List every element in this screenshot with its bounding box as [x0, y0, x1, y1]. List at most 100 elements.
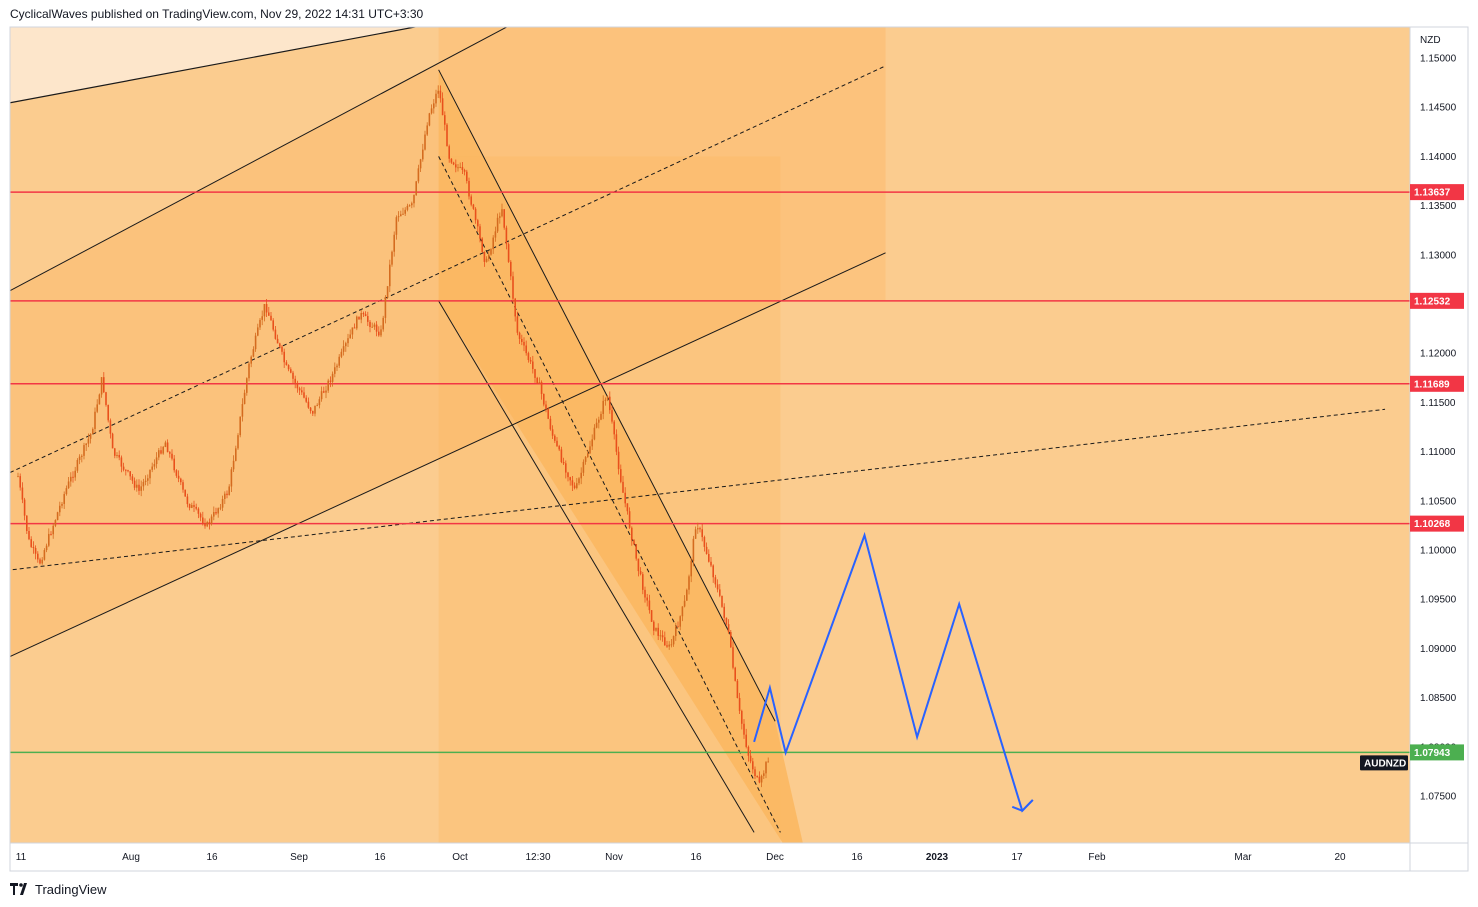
- candle-body: [551, 429, 554, 436]
- candle-body: [437, 90, 439, 94]
- candle-body: [252, 349, 255, 357]
- candle-body: [413, 195, 415, 204]
- candle-body: [158, 450, 160, 458]
- candle-body: [56, 512, 59, 521]
- symbol-label: AUDNZD: [1364, 758, 1406, 769]
- candle-body: [226, 493, 228, 496]
- candle-body: [501, 209, 503, 217]
- candle-body: [239, 416, 241, 436]
- candle-body: [23, 499, 26, 516]
- candle-body: [276, 338, 279, 344]
- tradingview-logo[interactable]: TradingView: [10, 880, 107, 898]
- x-tick-label: Mar: [1234, 852, 1252, 863]
- candle-body: [745, 734, 747, 747]
- level-label-box: [1410, 515, 1464, 532]
- projection-arrowhead: [1011, 799, 1034, 812]
- ascending-channel-upper[interactable]: [10, 0, 560, 292]
- plot-layer: [10, 0, 1410, 843]
- candle-body: [547, 408, 549, 419]
- candle-body: [356, 316, 358, 329]
- candle-body: [752, 761, 754, 770]
- candle-body: [723, 606, 725, 618]
- candle-body: [708, 553, 710, 562]
- candle-body: [428, 113, 431, 126]
- candle-body: [496, 217, 499, 232]
- ascending-channel-lower[interactable]: [10, 252, 886, 658]
- descending-channel-upper[interactable]: [438, 69, 776, 722]
- dashed-trendline[interactable]: [12, 408, 1386, 571]
- x-tick-label: 17: [1011, 852, 1023, 863]
- candle-body: [408, 205, 411, 207]
- candle-body: [411, 203, 413, 206]
- candle-body: [732, 647, 734, 668]
- candle-body: [655, 627, 657, 631]
- candle-body: [631, 527, 633, 541]
- candle-body: [358, 316, 360, 320]
- candle-body: [246, 378, 248, 393]
- candle-body: [221, 499, 224, 508]
- candle-body: [96, 404, 98, 412]
- candle-body: [232, 460, 235, 470]
- candle-body: [598, 419, 600, 423]
- candle-body: [521, 338, 523, 342]
- candle-body: [215, 512, 217, 514]
- x-tick-label: 2023: [926, 852, 949, 863]
- candle-body: [391, 251, 393, 265]
- candles: [17, 85, 769, 788]
- candle-body: [571, 480, 574, 486]
- candle-body: [543, 393, 545, 405]
- y-tick-label: 1.10500: [1420, 496, 1457, 507]
- y-tick-label: 1.09500: [1420, 595, 1457, 606]
- candle-body: [749, 755, 752, 762]
- candle-body: [138, 484, 140, 491]
- candle-body: [334, 367, 336, 374]
- long-trendline[interactable]: [10, 0, 617, 104]
- candle-body: [114, 448, 116, 456]
- candle-body: [426, 125, 428, 135]
- candle-body: [171, 453, 173, 459]
- publisher-caption: CyclicalWaves published on TradingView.c…: [10, 7, 424, 21]
- candle-body: [705, 546, 708, 554]
- candle-body: [400, 214, 402, 217]
- candle-body: [624, 492, 626, 504]
- candle-body: [699, 528, 701, 530]
- candle-body: [54, 520, 57, 526]
- candle-body: [758, 776, 761, 783]
- projection-path[interactable]: [753, 531, 1034, 813]
- candle-body: [635, 544, 637, 559]
- descending-channel-middle[interactable]: [438, 156, 781, 833]
- candle-body: [424, 134, 426, 150]
- candle-body: [140, 486, 142, 491]
- candle-body: [338, 356, 340, 366]
- chart-frame: [9, 26, 1469, 872]
- candle-body: [763, 773, 765, 776]
- candle-body: [468, 180, 470, 197]
- candle-body: [59, 505, 61, 513]
- candle-body: [463, 170, 466, 172]
- x-tick-label: 16: [851, 852, 863, 863]
- candle-body: [470, 196, 472, 205]
- candle-body: [578, 478, 580, 484]
- descending-channel-lower[interactable]: [438, 300, 755, 833]
- candle-body: [670, 644, 673, 646]
- y-tick-label: 1.11500: [1420, 398, 1456, 409]
- price-chart[interactable]: NZD1.075001.080001.085001.090001.095001.…: [0, 0, 1478, 880]
- candle-body: [316, 405, 318, 407]
- candle-body: [279, 343, 281, 347]
- candle-body: [756, 776, 758, 778]
- candle-body: [340, 351, 343, 357]
- candle-body: [505, 227, 508, 245]
- level-label: 1.12532: [1414, 296, 1451, 307]
- candle-body: [569, 477, 571, 481]
- candle-body: [147, 478, 149, 481]
- candle-body: [182, 482, 184, 490]
- candle-body: [26, 515, 28, 531]
- candle-body: [213, 512, 215, 517]
- candle-body: [419, 159, 422, 169]
- level-label-box: [1410, 375, 1464, 392]
- candle-body: [703, 537, 706, 547]
- candle-body: [41, 559, 43, 564]
- candle-body: [254, 335, 257, 350]
- candle-body: [523, 341, 525, 346]
- candle-body: [767, 761, 769, 763]
